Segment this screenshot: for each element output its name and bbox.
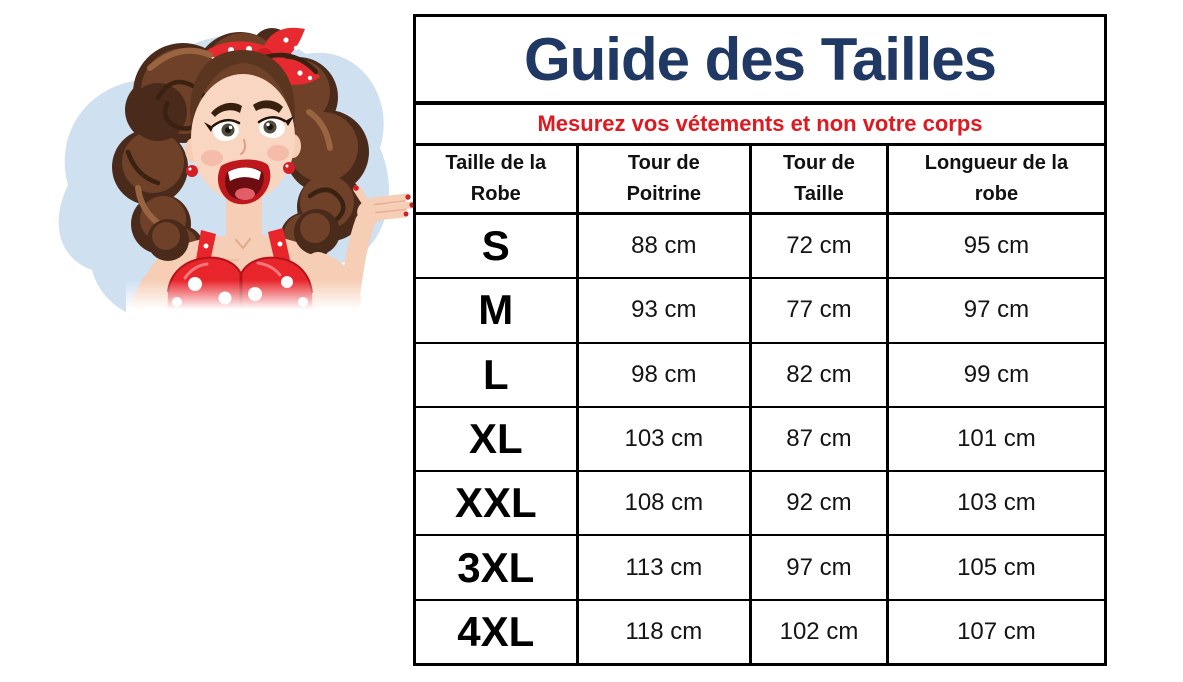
sternum-line xyxy=(235,238,251,250)
hair-fringe xyxy=(190,50,295,128)
table-row: XL 103 cm 87 cm 101 cm xyxy=(416,407,1104,473)
size-value: 4XL xyxy=(416,600,579,663)
waist-value: 72 cm xyxy=(752,215,889,278)
length-value: 103 cm xyxy=(957,489,1036,517)
bust-value: 118 cm xyxy=(579,600,753,663)
pinup-girl-svg xyxy=(58,27,415,352)
mouth xyxy=(217,159,271,205)
table-row: 3XL 113 cm 97 cm 105 cm xyxy=(416,536,1104,601)
size-value: S xyxy=(416,215,579,278)
header-size: Taille de la Robe xyxy=(416,146,579,212)
size-value: 3XL xyxy=(416,536,579,599)
bust-value: 113 cm xyxy=(579,536,753,599)
waist-value: 77 cm xyxy=(752,279,889,342)
length-value: 97 cm xyxy=(963,296,1030,324)
nose xyxy=(240,139,246,155)
hair-front-curls xyxy=(147,209,340,261)
table-row: 4XL 118 cm 102 cm 107 cm xyxy=(416,600,1104,663)
length-value: 101 cm xyxy=(957,424,1036,452)
bust-value: 98 cm xyxy=(579,343,753,406)
size-value: XL xyxy=(416,407,579,471)
eyes xyxy=(204,116,294,142)
table-row: M 93 cm 77 cm 97 cm xyxy=(416,279,1104,344)
table-row: XXL 108 cm 92 cm 103 cm xyxy=(416,472,1104,537)
bust-value: 103 cm xyxy=(579,407,753,471)
bust-value: 108 cm xyxy=(579,472,753,535)
table-row: L 98 cm 82 cm 99 cm xyxy=(416,343,1104,408)
waist-value: 92 cm xyxy=(752,472,889,535)
eyebrows xyxy=(211,100,283,117)
length-value: 107 cm xyxy=(957,617,1036,645)
subtitle-row: Mesurez vos vétements et non votre corps xyxy=(416,105,1104,146)
waist-value: 97 cm xyxy=(752,536,889,599)
cheeks xyxy=(201,145,289,166)
size-value: L xyxy=(416,343,579,406)
bust-value: 88 cm xyxy=(579,215,753,278)
size-value: M xyxy=(416,279,579,342)
length-value: 105 cm xyxy=(957,553,1036,581)
title-row: Guide des Tailles xyxy=(416,17,1104,105)
length-value: 95 cm xyxy=(963,232,1030,260)
header-waist: Tour de Taille xyxy=(752,146,889,212)
header-length: Longueur de la robe xyxy=(924,152,1069,205)
header-bust: Tour de Poitrine xyxy=(579,146,753,212)
size-guide-table: Guide des Tailles Mesurez vos vétements … xyxy=(413,14,1107,666)
pinup-girl-illustration xyxy=(8,0,420,352)
table-header-row: Taille de la Robe Tour de Poitrine Tour … xyxy=(416,146,1104,215)
cherry-earrings xyxy=(186,162,295,177)
body-fade-solid xyxy=(126,314,362,352)
table-row: S 88 cm 72 cm 95 cm xyxy=(416,215,1104,280)
length-value: 99 cm xyxy=(963,360,1030,388)
waist-value: 102 cm xyxy=(752,600,889,663)
waist-value: 87 cm xyxy=(752,407,889,471)
table-body: S 88 cm 72 cm 95 cm M 93 cm 77 cm 97 cm … xyxy=(416,215,1104,663)
size-value: XXL xyxy=(416,472,579,535)
bust-value: 93 cm xyxy=(579,279,753,342)
hair-highlights xyxy=(135,47,333,226)
waist-value: 82 cm xyxy=(752,343,889,406)
guide-title: Guide des Tailles xyxy=(523,25,997,93)
guide-subtitle: Mesurez vos vétements et non votre corps xyxy=(537,111,983,136)
